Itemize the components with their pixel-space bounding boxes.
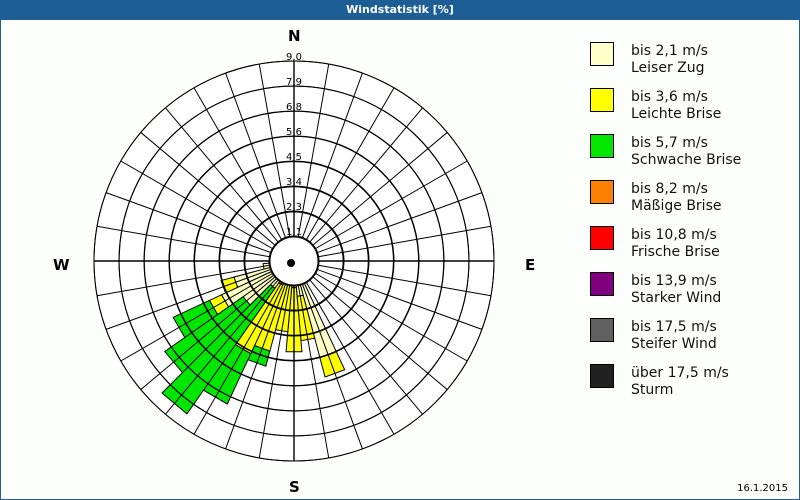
radial-tick-label: 7,9: [286, 77, 302, 88]
legend-range: bis 2,1 m/s: [631, 43, 708, 59]
legend-range: bis 8,2 m/s: [631, 181, 708, 197]
radial-tick-label: 6,8: [286, 102, 302, 113]
compass-west-label: W: [53, 256, 70, 274]
legend-swatch: [590, 180, 614, 204]
legend-swatch: [590, 42, 614, 66]
compass-north-label: N: [288, 27, 301, 45]
legend-range: über 17,5 m/s: [631, 365, 729, 381]
radial-tick-label: 5,6: [286, 127, 302, 138]
legend-range: bis 10,8 m/s: [631, 227, 717, 243]
legend-label: Starker Wind: [631, 290, 722, 306]
legend-label: Schwache Brise: [631, 152, 742, 168]
legend-range: bis 13,9 m/s: [631, 273, 717, 289]
legend-swatch: [590, 88, 614, 112]
chart-date: 16.1.2015: [737, 483, 788, 494]
radial-tick-label: 3,4: [286, 177, 302, 188]
window-title: Windstatistik [%]: [0, 0, 800, 20]
radial-tick-label: 9,0: [286, 52, 302, 63]
legend-swatch: [590, 134, 614, 158]
legend-range: bis 3,6 m/s: [631, 89, 708, 105]
compass-east-label: E: [525, 256, 536, 274]
legend-range: bis 5,7 m/s: [631, 135, 708, 151]
legend-swatch: [590, 318, 614, 342]
legend-label: Steifer Wind: [631, 336, 717, 352]
radial-tick-label: 1,1: [286, 227, 302, 238]
legend-label: Mäßige Brise: [631, 198, 722, 214]
legend-swatch: [590, 226, 614, 250]
radial-tick-label: 2,3: [286, 202, 302, 213]
legend-label: Frische Brise: [631, 244, 720, 260]
compass-south-label: S: [289, 478, 300, 496]
legend-label: Leichte Brise: [631, 106, 722, 122]
legend-swatch: [590, 272, 614, 296]
legend-label: Sturm: [631, 382, 674, 398]
legend-label: Leiser Zug: [631, 60, 705, 76]
legend-swatch: [590, 364, 614, 388]
legend-range: bis 17,5 m/s: [631, 319, 717, 335]
radial-tick-label: 4,5: [286, 152, 302, 163]
